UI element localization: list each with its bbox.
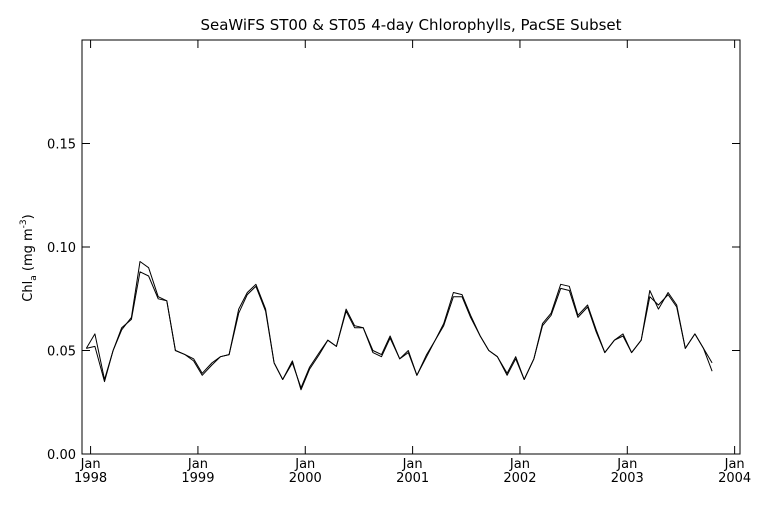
y-tick-label: 0.05 <box>47 345 76 360</box>
y-tick-label: 0.00 <box>47 448 76 463</box>
series-layer <box>85 261 713 391</box>
x-tick-year: 2003 <box>611 471 644 486</box>
x-tick-year: 1999 <box>181 471 214 486</box>
x-tick-month: Jan <box>294 457 315 472</box>
y-tick-label: 0.10 <box>47 241 76 256</box>
x-tick-year: 2002 <box>503 471 536 486</box>
y-axis-label-close: ) <box>21 214 36 219</box>
y-axis-label-exp: -3 <box>19 219 29 228</box>
x-tick-month: Jan <box>187 457 208 472</box>
y-axis-label: Chla (mg m-3) <box>19 214 39 301</box>
x-tick-year: 1998 <box>74 471 107 486</box>
y-axis: 0.00 0.05 0.10 0.15 <box>47 138 740 463</box>
x-tick-month: Jan <box>509 457 530 472</box>
x-tick-month: Jan <box>616 457 637 472</box>
x-tick-year: 2001 <box>396 471 429 486</box>
series-line-1 <box>85 261 713 389</box>
plot-frame <box>81 39 741 455</box>
series-line-2 <box>86 271 713 391</box>
chart-title: SeaWiFS ST00 & ST05 4-day Chlorophylls, … <box>200 16 621 34</box>
svg-text:Chla (mg m-3): Chla (mg m-3) <box>19 214 39 301</box>
y-axis-label-units: (mg m <box>21 228 36 271</box>
x-tick-year: 2004 <box>718 471 751 486</box>
x-tick-month: Jan <box>402 457 423 472</box>
x-tick-month: Jan <box>724 457 745 472</box>
y-axis-label-main: Chl <box>21 281 36 302</box>
x-tick-year: 2000 <box>289 471 322 486</box>
y-axis-label-sub: a <box>29 275 39 281</box>
x-axis: Jan1998Jan1999Jan2000Jan2001Jan2002Jan20… <box>74 40 751 486</box>
x-tick-month: Jan <box>80 457 101 472</box>
y-tick-label: 0.15 <box>47 138 76 153</box>
